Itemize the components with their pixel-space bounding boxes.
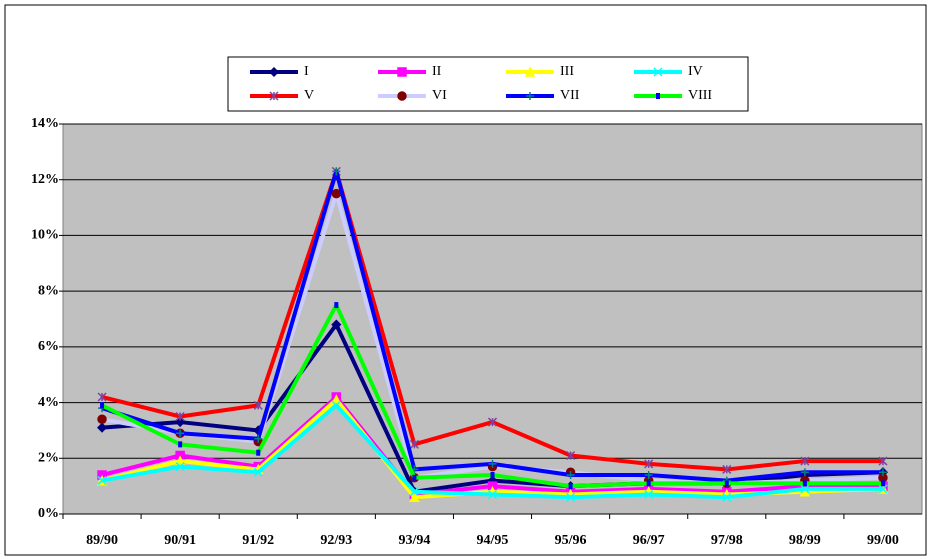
- marker: [331, 400, 341, 410]
- y-tick-label: 4%: [38, 395, 59, 410]
- marker: [646, 480, 651, 487]
- marker: [526, 92, 534, 100]
- legend: [227, 56, 749, 112]
- marker: [566, 450, 576, 461]
- marker: [409, 487, 419, 497]
- marker: [100, 402, 105, 409]
- x-tick-label: 89/90: [86, 533, 118, 548]
- marker: [409, 439, 419, 449]
- legend-label: VIII: [688, 88, 712, 103]
- marker: [644, 471, 653, 479]
- y-tick-label: 0%: [38, 506, 59, 521]
- marker: [490, 472, 495, 478]
- legend-label: IV: [688, 64, 703, 79]
- y-tick-label: 10%: [31, 228, 59, 243]
- y-tick-label: 2%: [38, 451, 59, 466]
- y-tick-label: 6%: [38, 339, 59, 354]
- marker: [878, 484, 888, 494]
- marker: [412, 474, 417, 481]
- marker: [97, 414, 107, 425]
- x-tick-label: 93/94: [398, 533, 430, 548]
- marker: [254, 434, 263, 443]
- marker: [397, 91, 407, 101]
- legend-label: I: [304, 64, 309, 79]
- marker: [175, 462, 185, 472]
- marker: [566, 492, 576, 502]
- marker: [800, 484, 810, 494]
- marker: [488, 459, 497, 468]
- marker: [331, 188, 342, 199]
- legend-label: VI: [432, 88, 447, 103]
- x-tick-label: 92/93: [320, 533, 352, 548]
- marker: [97, 476, 107, 486]
- marker: [878, 456, 888, 466]
- legend-label: VII: [560, 88, 580, 103]
- marker: [724, 480, 729, 487]
- marker: [96, 422, 108, 433]
- marker: [644, 459, 654, 469]
- marker: [178, 441, 183, 448]
- marker: [253, 467, 263, 477]
- marker: [332, 167, 341, 176]
- marker: [253, 400, 263, 410]
- legend-label: II: [432, 64, 442, 79]
- marker: [802, 480, 807, 487]
- x-tick-label: 95/96: [555, 533, 587, 548]
- marker: [878, 468, 887, 477]
- marker: [176, 429, 185, 438]
- x-tick-label: 96/97: [633, 533, 665, 548]
- marker: [256, 449, 261, 456]
- legend-label: III: [560, 64, 574, 79]
- marker: [487, 489, 498, 500]
- marker: [568, 483, 573, 490]
- marker: [656, 93, 660, 99]
- marker: [722, 492, 732, 502]
- marker: [334, 302, 339, 309]
- y-tick-label: 8%: [38, 283, 59, 298]
- marker: [269, 91, 279, 101]
- x-tick-label: 91/92: [242, 533, 274, 548]
- marker: [268, 66, 280, 78]
- x-tick-label: 97/98: [711, 533, 743, 548]
- x-tick-label: 98/99: [789, 533, 821, 548]
- marker: [175, 417, 186, 428]
- marker: [566, 471, 575, 479]
- marker: [331, 319, 342, 330]
- legend-label: V: [304, 88, 314, 103]
- marker: [653, 67, 663, 77]
- marker: [644, 489, 654, 500]
- marker: [800, 456, 810, 466]
- marker: [409, 491, 420, 503]
- marker: [524, 66, 536, 77]
- marker: [487, 417, 498, 427]
- x-tick-label: 90/91: [164, 533, 196, 548]
- marker: [800, 468, 809, 477]
- marker: [397, 67, 407, 77]
- marker: [880, 480, 885, 487]
- y-tick-label: 14%: [31, 116, 59, 131]
- x-tick-label: 99/00: [867, 533, 899, 548]
- y-tick-label: 12%: [31, 172, 59, 187]
- x-tick-label: 94/95: [477, 533, 509, 548]
- marker: [175, 411, 185, 422]
- marker: [97, 392, 107, 402]
- marker: [722, 464, 732, 474]
